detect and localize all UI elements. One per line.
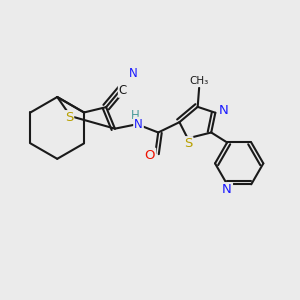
Text: H: H [131,110,140,122]
Text: N: N [134,118,143,131]
Text: S: S [184,137,192,150]
Text: C: C [119,84,127,97]
Text: N: N [129,68,138,80]
Text: S: S [65,111,73,124]
Text: O: O [145,149,155,162]
Text: N: N [219,104,229,117]
Text: CH₃: CH₃ [190,76,209,86]
Text: N: N [222,183,232,196]
